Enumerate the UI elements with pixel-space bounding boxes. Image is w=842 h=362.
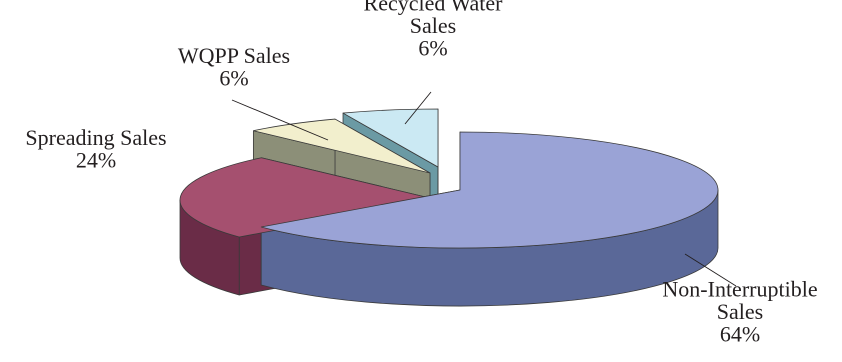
spreading-sales-label-line: Spreading Sales bbox=[25, 125, 166, 150]
spreading-sales-slice bbox=[179, 157, 439, 238]
wqpp-sales-label-line: 6% bbox=[219, 65, 248, 90]
slice-tops bbox=[179, 108, 719, 249]
recycled-water-sales-slice bbox=[342, 108, 439, 168]
spreading-sales-label-line: 24% bbox=[76, 147, 116, 172]
wqpp-sales-leader-line bbox=[231, 99, 329, 141]
recycled-water-sales-leader-line bbox=[404, 91, 432, 125]
non-interruptible-sales-leader-line bbox=[684, 253, 737, 287]
non-interruptible-sales-label: Non-Interruptible Sales 64% bbox=[662, 277, 817, 347]
non-interruptible-sales-label-line: Sales bbox=[717, 299, 763, 324]
wqpp-sales-label-line: WQPP Sales bbox=[178, 43, 290, 68]
recycled-water-sales-label: Recycled Water Sales 6% bbox=[364, 0, 504, 61]
wqpp-sales-label: WQPP Sales 6% bbox=[178, 43, 290, 91]
recycled-water-sales-label-line: Sales bbox=[410, 13, 456, 38]
non-interruptible-sales-label-line: 64% bbox=[720, 322, 760, 347]
leader-lines bbox=[231, 91, 737, 287]
recycled-water-sales-label-line: Recycled Water bbox=[364, 0, 504, 16]
non-interruptible-sales-label-line: Non-Interruptible bbox=[662, 277, 817, 302]
wqpp-sales-slice bbox=[252, 118, 431, 174]
non-interruptible-sales-slice bbox=[260, 131, 719, 249]
recycled-water-sales-label-line: 6% bbox=[418, 36, 447, 61]
spreading-sales-label: Spreading Sales 24% bbox=[25, 125, 166, 173]
slice-labels: Non-Interruptible Sales 64%Spreading Sales… bbox=[25, 0, 817, 347]
